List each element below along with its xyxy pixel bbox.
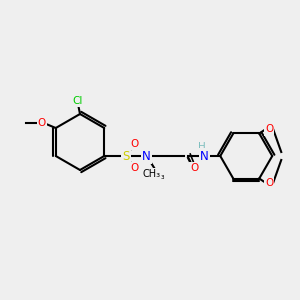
Text: O: O xyxy=(190,163,198,173)
Text: N: N xyxy=(200,149,208,163)
Text: CH₃: CH₃ xyxy=(142,169,160,179)
Text: O: O xyxy=(38,118,46,128)
Text: S: S xyxy=(123,149,130,163)
Text: O: O xyxy=(130,163,138,173)
Text: N: N xyxy=(142,149,151,163)
Text: S: S xyxy=(123,149,130,163)
Text: O: O xyxy=(130,163,138,173)
Text: N: N xyxy=(142,149,151,163)
Text: H: H xyxy=(200,142,207,152)
Text: O: O xyxy=(265,178,273,188)
Text: Cl: Cl xyxy=(73,96,83,106)
Text: O: O xyxy=(190,163,198,173)
Text: Cl: Cl xyxy=(73,96,83,106)
Text: H: H xyxy=(198,142,206,152)
Text: O: O xyxy=(265,124,273,134)
Text: N: N xyxy=(200,149,208,163)
Text: O: O xyxy=(265,124,273,134)
Text: O: O xyxy=(265,178,273,188)
Text: CH₃: CH₃ xyxy=(148,172,165,181)
Text: O: O xyxy=(130,139,138,149)
Text: O: O xyxy=(130,139,138,149)
Text: O: O xyxy=(38,118,46,128)
